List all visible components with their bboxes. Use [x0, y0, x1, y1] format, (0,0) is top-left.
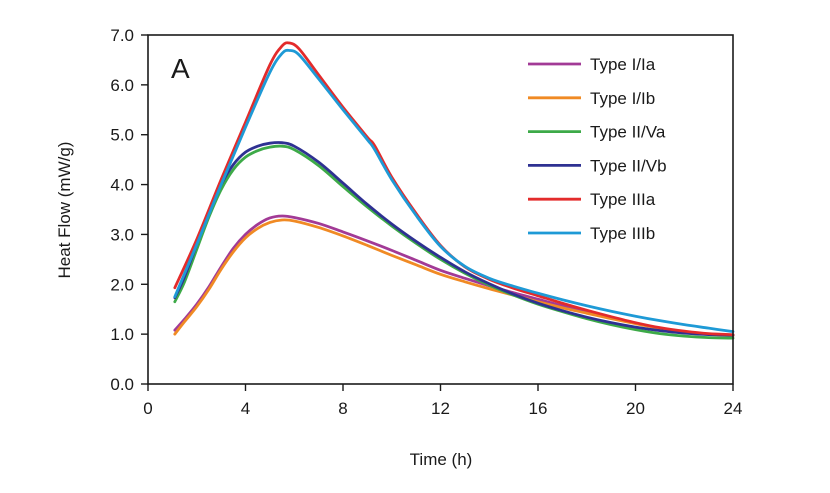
x-axis: 0 4 8 12 16 20 24 — [143, 384, 742, 418]
x-tick-label: 0 — [143, 399, 152, 418]
series-layer — [173, 41, 735, 340]
series-line-type-ii-vb — [173, 141, 735, 337]
legend-label-type-ii-vb: Type II/Vb — [590, 156, 667, 175]
series-line-type-iiib — [173, 48, 735, 334]
y-tick-label: 0.0 — [110, 375, 134, 394]
x-tick-label: 4 — [241, 399, 250, 418]
series-line-type-ii-va — [173, 144, 735, 340]
x-tick-label: 12 — [431, 399, 450, 418]
series-line-type-i-ib — [173, 218, 735, 338]
x-tick-label: 24 — [724, 399, 743, 418]
y-tick-label: 4.0 — [110, 176, 134, 195]
y-axis-title: Heat Flow (mW/g) — [55, 142, 74, 279]
y-tick-label: 3.0 — [110, 225, 134, 244]
y-axis: 0.0 1.0 2.0 3.0 4.0 5.0 6.0 7.0 — [110, 26, 148, 394]
y-tick-label: 2.0 — [110, 275, 134, 294]
x-tick-label: 8 — [338, 399, 347, 418]
legend-label-type-i-ia: Type I/Ia — [590, 55, 656, 74]
x-axis-title: Time (h) — [410, 450, 473, 469]
x-tick-label: 16 — [529, 399, 548, 418]
legend-label-type-iiib: Type IIIb — [590, 224, 655, 243]
x-tick-label: 20 — [626, 399, 645, 418]
y-tick-label: 6.0 — [110, 76, 134, 95]
legend-label-type-i-ib: Type I/Ib — [590, 89, 655, 108]
legend-label-type-iiia: Type IIIa — [590, 190, 656, 209]
y-tick-label: 1.0 — [110, 325, 134, 344]
y-tick-label: 5.0 — [110, 126, 134, 145]
y-tick-label: 7.0 — [110, 26, 134, 45]
series-line-type-iiia — [173, 41, 735, 337]
legend-label-type-ii-va: Type II/Va — [590, 123, 666, 142]
panel-label: A — [171, 53, 190, 84]
legend: Type I/Ia Type I/Ib Type II/Va Type II/Vb Ty… — [528, 55, 667, 243]
